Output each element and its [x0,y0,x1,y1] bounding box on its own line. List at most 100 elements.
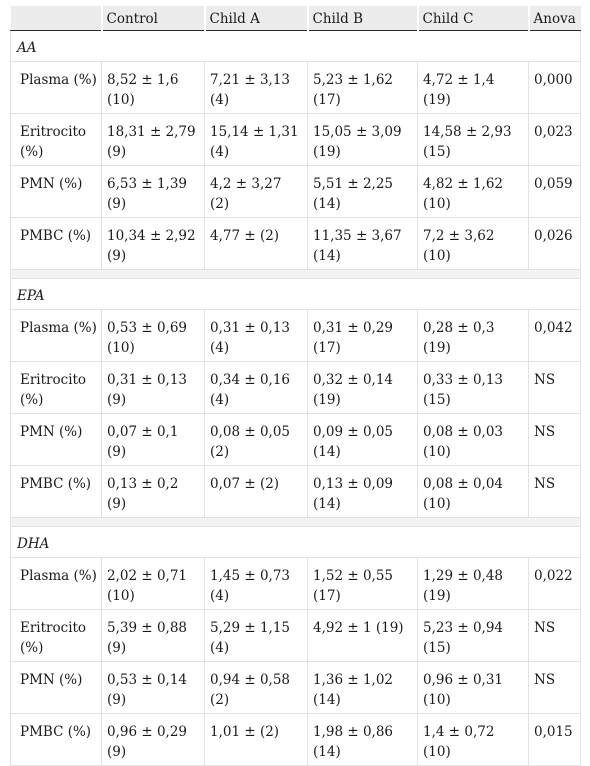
cell-child-b: 1,98 ± 0,86 (14) [307,713,418,766]
cell-control: 0,53 ± 0,69 (10) [101,309,205,362]
cell-row-label: Plasma (%) [10,61,102,114]
cell-anova: NS [528,361,581,414]
cell-anova: 0,023 [528,113,581,166]
cell-child-a: 0,08 ± 0,05 (2) [204,413,308,466]
cell-control: 18,31 ± 2,79 (9) [101,113,205,166]
cell-row-label: PMN (%) [10,413,102,466]
cell-anova: NS [528,609,581,662]
fatty-acid-table: Control Child A Child B Child C Anova AA… [10,6,581,766]
cell-child-a: 0,31 ± 0,13 (4) [204,309,308,362]
section-spacer [10,269,581,279]
cell-child-c: 1,4 ± 0,72 (10) [417,713,529,766]
table-row: PMBC (%) 0,13 ± 0,2 (9) 0,07 ± (2) 0,13 ± 0… [10,465,581,518]
cell-anova: NS [528,465,581,518]
cell-child-a: 0,34 ± 0,16 (4) [204,361,308,414]
section-title: AA [10,30,581,62]
cell-child-c: 0,08 ± 0,03 (10) [417,413,529,466]
cell-child-c: 7,2 ± 3,62 (10) [417,217,529,270]
cell-child-a: 1,45 ± 0,73 (4) [204,557,308,610]
header-cell-child-c: Child C [416,6,529,31]
cell-row-label: PMN (%) [10,165,102,218]
cell-child-c: 4,72 ± 1,4 (19) [417,61,529,114]
header-cell-empty [10,6,102,31]
section-spacer [10,517,581,527]
cell-child-c: 0,96 ± 0,31 (10) [417,661,529,714]
cell-control: 0,07 ± 0,1 (9) [101,413,205,466]
cell-child-a: 15,14 ± 1,31 (4) [204,113,308,166]
cell-control: 0,53 ± 0,14 (9) [101,661,205,714]
fatty-acid-table-container: Control Child A Child B Child C Anova AA… [10,6,581,766]
section-spacer-cell [10,517,581,527]
cell-child-b: 0,31 ± 0,29 (17) [307,309,418,362]
table-row: Plasma (%) 8,52 ± 1,6 (10) 7,21 ± 3,13 (4)… [10,61,581,114]
cell-child-a: 0,07 ± (2) [204,465,308,518]
table-row: Eritrocito (%) 5,39 ± 0,88 (9) 5,29 ± 1,15… [10,609,581,662]
cell-anova: 0,015 [528,713,581,766]
table-row: PMBC (%) 0,96 ± 0,29 (9) 1,01 ± (2) 1,98 ± … [10,713,581,766]
cell-child-b: 0,13 ± 0,09 (14) [307,465,418,518]
table-body: AA Plasma (%) 8,52 ± 1,6 (10) 7,21 ± 3,13 (… [10,30,581,766]
cell-control: 6,53 ± 1,39 (9) [101,165,205,218]
header-cell-anova: Anova [527,6,581,31]
cell-anova: 0,026 [528,217,581,270]
cell-child-c: 0,28 ± 0,3 (19) [417,309,529,362]
table-row: PMBC (%) 10,34 ± 2,92 (9) 4,77 ± (2) 11,35 … [10,217,581,270]
cell-child-b: 5,23 ± 1,62 (17) [307,61,418,114]
section-title: EPA [10,278,581,310]
cell-control: 0,96 ± 0,29 (9) [101,713,205,766]
cell-control: 0,13 ± 0,2 (9) [101,465,205,518]
cell-child-a: 5,29 ± 1,15 (4) [204,609,308,662]
table-header: Control Child A Child B Child C Anova [10,6,581,31]
cell-child-b: 1,36 ± 1,02 (14) [307,661,418,714]
cell-child-a: 7,21 ± 3,13 (4) [204,61,308,114]
cell-child-c: 0,08 ± 0,04 (10) [417,465,529,518]
cell-child-a: 4,77 ± (2) [204,217,308,270]
cell-anova: NS [528,661,581,714]
cell-anova: 0,042 [528,309,581,362]
cell-child-b: 4,92 ± 1 (19) [307,609,418,662]
cell-row-label: Eritrocito (%) [10,113,102,166]
cell-control: 0,31 ± 0,13 (9) [101,361,205,414]
cell-child-b: 5,51 ± 2,25 (14) [307,165,418,218]
cell-child-b: 0,09 ± 0,05 (14) [307,413,418,466]
section-header-row: AA [10,30,581,62]
table-row: Plasma (%) 2,02 ± 0,71 (10) 1,45 ± 0,73 (4… [10,557,581,610]
cell-row-label: Eritrocito (%) [10,609,102,662]
section-spacer-cell [10,269,581,279]
cell-child-b: 11,35 ± 3,67 (14) [307,217,418,270]
cell-control: 10,34 ± 2,92 (9) [101,217,205,270]
cell-row-label: Plasma (%) [10,557,102,610]
header-cell-child-b: Child B [306,6,418,31]
table-row: Plasma (%) 0,53 ± 0,69 (10) 0,31 ± 0,13 (4… [10,309,581,362]
table-row: PMN (%) 0,53 ± 0,14 (9) 0,94 ± 0,58 (2) 1,3… [10,661,581,714]
cell-row-label: PMBC (%) [10,465,102,518]
section-title: DHA [10,526,581,558]
cell-control: 2,02 ± 0,71 (10) [101,557,205,610]
cell-child-b: 1,52 ± 0,55 (17) [307,557,418,610]
cell-child-b: 15,05 ± 3,09 (19) [307,113,418,166]
cell-child-c: 5,23 ± 0,94 (15) [417,609,529,662]
cell-anova: NS [528,413,581,466]
cell-row-label: PMBC (%) [10,713,102,766]
cell-anova: 0,059 [528,165,581,218]
section-header-row: DHA [10,526,581,558]
cell-anova: 0,000 [528,61,581,114]
cell-child-c: 4,82 ± 1,62 (10) [417,165,529,218]
cell-row-label: Plasma (%) [10,309,102,362]
cell-row-label: Eritrocito (%) [10,361,102,414]
cell-child-c: 0,33 ± 0,13 (15) [417,361,529,414]
header-cell-child-a: Child A [203,6,308,31]
cell-anova: 0,022 [528,557,581,610]
cell-control: 5,39 ± 0,88 (9) [101,609,205,662]
table-row: Eritrocito (%) 18,31 ± 2,79 (9) 15,14 ± 1,… [10,113,581,166]
table-row: PMN (%) 0,07 ± 0,1 (9) 0,08 ± 0,05 (2) 0,09… [10,413,581,466]
cell-child-c: 1,29 ± 0,48 (19) [417,557,529,610]
cell-child-a: 4,2 ± 3,27 (2) [204,165,308,218]
header-cell-control: Control [100,6,205,31]
cell-control: 8,52 ± 1,6 (10) [101,61,205,114]
table-row: Eritrocito (%) 0,31 ± 0,13 (9) 0,34 ± 0,16… [10,361,581,414]
section-header-row: EPA [10,278,581,310]
cell-child-a: 0,94 ± 0,58 (2) [204,661,308,714]
cell-child-a: 1,01 ± (2) [204,713,308,766]
cell-row-label: PMBC (%) [10,217,102,270]
